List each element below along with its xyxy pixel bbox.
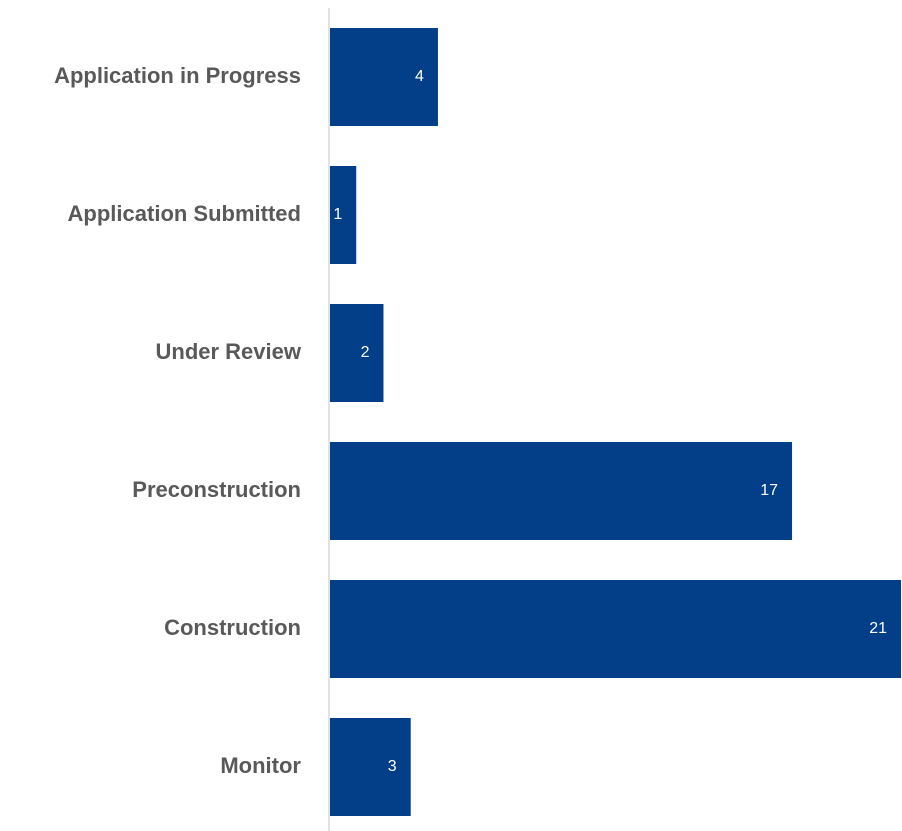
bar — [330, 166, 357, 264]
value-label: 1 — [333, 206, 342, 223]
value-label: 17 — [760, 482, 778, 499]
value-label: 2 — [361, 344, 370, 361]
category-label: Application Submitted — [68, 201, 301, 226]
category-label: Application in Progress — [54, 63, 301, 88]
bar — [330, 580, 901, 678]
bar — [330, 304, 384, 402]
category-label: Monitor — [220, 753, 301, 778]
category-label: Under Review — [156, 339, 302, 364]
value-label: 4 — [415, 68, 424, 85]
value-label: 3 — [388, 758, 397, 775]
bar — [330, 718, 411, 816]
value-label: 21 — [869, 620, 887, 637]
bar — [330, 442, 793, 540]
category-label: Construction — [164, 615, 301, 640]
category-label: Preconstruction — [132, 477, 301, 502]
bar — [330, 28, 438, 126]
